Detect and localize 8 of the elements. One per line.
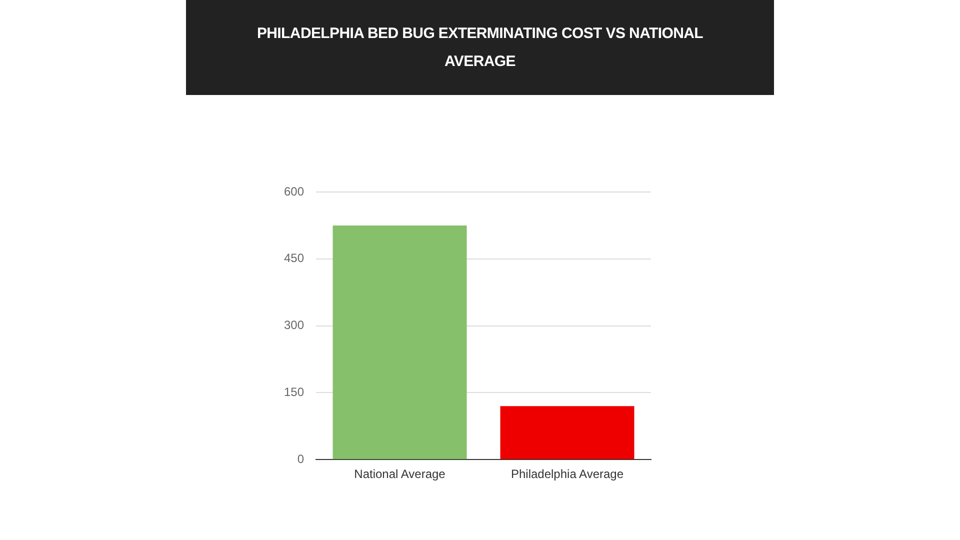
y-tick-label: 0 — [297, 452, 304, 466]
chart-title: PHILADELPHIA BED BUG EXTERMINATING COST VS NATIONAL AVERAGE — [186, 0, 774, 95]
y-tick-label: 300 — [284, 318, 304, 332]
y-tick-label: 150 — [284, 385, 304, 400]
y-tick-label: 600 — [284, 184, 304, 198]
x-tick-label: Philadelphia Average — [510, 467, 624, 482]
y-tick-label: 450 — [284, 251, 304, 266]
x-tick-label: National Average — [354, 467, 446, 482]
